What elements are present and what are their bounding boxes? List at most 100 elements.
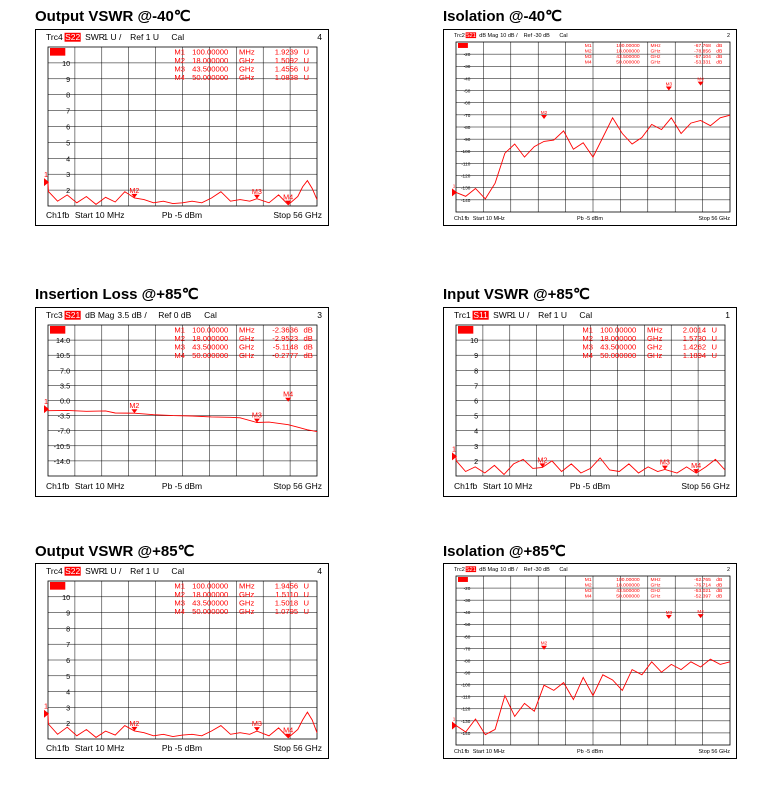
reference-position-marker (44, 405, 49, 414)
trace-line (455, 658, 731, 736)
marker-readout-unit: GHz (239, 56, 254, 65)
y-tick-label: -60 (464, 634, 471, 639)
footer-start: Start 10 MHz (75, 481, 125, 491)
y-tick-label: -140 (461, 731, 471, 736)
footer-fb: fb (464, 216, 469, 222)
marker-triangle (541, 114, 548, 119)
chart-panel-input-vswr-85: Trc1 S11 SWR 1 U / Ref 1 U Cal 1 10 9 8 7 6 5 4 3 2 M1 10… (443, 307, 737, 497)
marker-label: M4 (697, 77, 704, 82)
reference-marker-label: 1 (453, 717, 456, 722)
marker-readout-vunit: U (712, 351, 718, 360)
marker-label: M4 (283, 390, 293, 399)
marker-readout-unit: GHz (647, 343, 662, 352)
marker-readout-vunit: dB (716, 588, 723, 594)
marker-triangle (131, 726, 138, 731)
header-format: dB Mag (479, 567, 498, 573)
marker-readout-freq: 100.00000 (616, 43, 640, 49)
trace-line (455, 114, 731, 200)
header-format: SWR (493, 310, 513, 320)
y-tick-label: -30 (464, 598, 471, 603)
reference-position-marker (44, 178, 49, 187)
marker-label: M4 (697, 609, 704, 614)
marker-readout-name: M2 (582, 334, 593, 343)
marker-readout-vunit: U (304, 599, 310, 608)
marker-readout-name: M1 (585, 43, 592, 49)
y-tick-label: -140 (461, 198, 471, 203)
header-param-badge (64, 566, 81, 576)
marker-readout-value: -62.765 (694, 577, 711, 583)
y-tick-label: -70 (464, 646, 471, 651)
y-tick-label: 7 (66, 640, 70, 649)
marker-readout-name: M3 (585, 54, 592, 60)
active-trace-badge (50, 48, 66, 56)
header-param: S21 (65, 310, 80, 320)
panel-title-5: Output VSWR @+85℃ (35, 543, 195, 560)
footer-power: Pb -5 dBm (162, 743, 202, 753)
header-trace: Trc4 (46, 32, 63, 42)
y-tick-label: 10 (62, 59, 70, 68)
marker-readout-value: -57.104 (694, 54, 711, 60)
marker-readout-unit: GHz (239, 607, 254, 616)
header-ref: Ref 1 U (130, 566, 159, 576)
footer-channel: Ch1 (454, 216, 464, 222)
header-channel-no: 2 (727, 33, 730, 39)
marker-readout-freq: 18.000000 (600, 334, 636, 343)
marker-readout-unit: GHz (239, 73, 254, 82)
marker-readout-name: M4 (174, 73, 185, 82)
marker-readout-value: 1.5730 (683, 334, 706, 343)
header-param-badge (64, 32, 81, 42)
y-tick-label: -50 (464, 622, 471, 627)
marker-readout-freq: 50.000000 (192, 607, 228, 616)
marker-readout-unit: GHz (239, 334, 254, 343)
header-trace: Trc2 (454, 33, 465, 39)
trace-line (455, 456, 726, 476)
y-tick-label: 4 (66, 154, 70, 163)
marker-readout-freq: 18.000000 (616, 582, 640, 588)
header-cal: Cal (204, 310, 217, 320)
marker-triangle (253, 727, 260, 732)
header-param-badge (472, 310, 489, 320)
marker-readout-freq: 50.000000 (192, 73, 228, 82)
marker-label: M2 (129, 401, 139, 410)
y-tick-label: 7 (474, 381, 478, 390)
marker-label: M2 (129, 719, 139, 728)
y-tick-label: 2 (66, 186, 70, 195)
marker-label: M3 (666, 610, 673, 615)
marker-readout-unit: MHz (651, 43, 662, 49)
marker-readout-freq: 43.500000 (192, 343, 228, 352)
y-tick-label: 2 (474, 457, 478, 466)
chart-svg-2: Trc2 S21 dB Mag 10 dB / Ref -30 dB Cal 2 -20 -30… (452, 32, 731, 222)
y-tick-label: -40 (464, 76, 471, 81)
marker-readout-name: M4 (582, 351, 593, 360)
y-tick-label: 14.0 (56, 336, 70, 345)
marker-readout-vunit: dB (304, 343, 313, 352)
active-trace-badge (458, 577, 468, 582)
header-scale: 10 dB / (500, 33, 518, 39)
footer-stop: Stop 56 GHz (273, 743, 322, 753)
marker-label: M3 (252, 411, 262, 420)
marker-readout-name: M4 (585, 593, 592, 599)
footer-channel: Ch1 (454, 481, 470, 491)
y-tick-label: -120 (461, 707, 471, 712)
header-format: SWR (85, 32, 105, 42)
y-tick-label: 0.0 (60, 396, 70, 405)
footer-fb: fb (470, 481, 477, 491)
header-param-badge (64, 310, 81, 320)
marker-triangle (665, 614, 672, 619)
y-tick-label: 4 (66, 688, 70, 697)
y-tick-label: -7.0 (58, 427, 70, 436)
marker-readout-unit: GHz (647, 351, 662, 360)
marker-readout-value: 1.1894 (683, 351, 707, 360)
reference-position-marker (44, 709, 49, 718)
y-tick-label: -130 (461, 186, 471, 191)
marker-readout-vunit: dB (716, 54, 723, 60)
panel-title-1: Output VSWR @-40℃ (35, 8, 191, 25)
marker-triangle (131, 193, 138, 198)
footer-fb: fb (62, 481, 69, 491)
marker-triangle (285, 200, 292, 205)
marker-readout-value: -67.768 (694, 43, 711, 49)
y-tick-label: 9 (66, 75, 70, 84)
footer-start: Start 10 MHz (483, 481, 533, 491)
panel-title-2: Isolation @-40℃ (443, 8, 562, 25)
